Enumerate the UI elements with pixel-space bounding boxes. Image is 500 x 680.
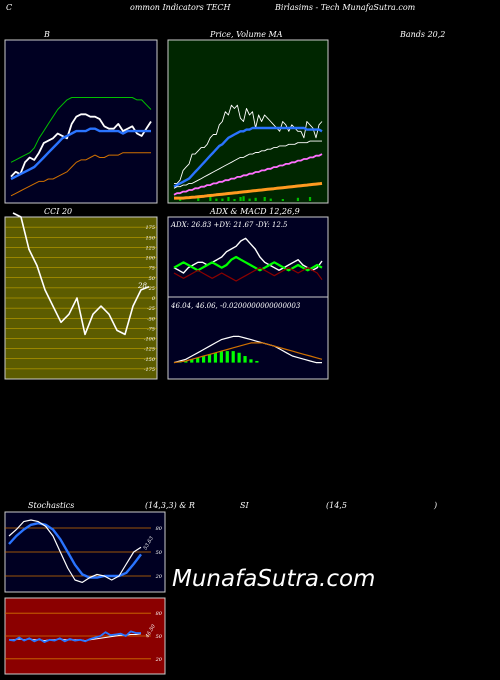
macd-histogram-bar: [196, 357, 200, 363]
stoch-title-right3: ): [434, 501, 438, 510]
volume-bar: [254, 197, 257, 201]
adx-title: ADX & MACD 12,26,9: [210, 207, 300, 216]
volume-bar: [248, 198, 251, 201]
cci-tick-label: 125: [145, 245, 155, 251]
volume-bar: [263, 197, 266, 201]
price-ma_long-line: [173, 153, 323, 196]
adx-plus_dy-line: [173, 255, 323, 272]
cci-tick-label: 150: [145, 235, 155, 241]
rsi-rsi-line: [8, 630, 141, 643]
macd-histogram-bar: [243, 356, 247, 363]
price-volume_ma-line: [174, 181, 323, 200]
volume-bar: [215, 198, 218, 201]
adx-adx-line: [173, 237, 323, 274]
cci-tick-label: -125: [144, 347, 155, 353]
cci-tick-label: 25: [148, 286, 155, 292]
cci-tick-label: 0: [152, 296, 156, 302]
rsi-tick-label: 80: [156, 611, 163, 617]
volume-bar: [269, 198, 272, 201]
bollinger-panel: [4, 39, 158, 204]
macd-macd-line: [173, 335, 322, 364]
cci-last-label: 28: [137, 282, 147, 290]
price-ma-title: Price, Volume MA: [210, 30, 283, 39]
header-left: C: [6, 3, 13, 12]
adx-panel: [167, 216, 329, 298]
macd-histogram-bar: [249, 359, 253, 363]
stoch-title-right2: (14,5: [326, 501, 347, 510]
stoch-k-line: [8, 519, 142, 584]
stoch-title-right1: SI: [240, 501, 249, 510]
macd-histogram-bar: [184, 360, 188, 363]
cci-tick-label: -175: [144, 367, 155, 373]
rsi-tick-label: 50: [156, 634, 163, 640]
price-ma_mid-line: [173, 140, 322, 189]
macd-histogram-bar: [190, 359, 194, 363]
bollinger-upper-line: [10, 97, 152, 163]
macd-histogram-bar: [255, 360, 259, 363]
adx-minus_dy-line: [173, 267, 323, 282]
bollinger-lower-line: [10, 152, 151, 197]
stoch-title-left: Stochastics: [28, 501, 75, 510]
bollinger-title-right: Bands 20,2: [400, 30, 446, 39]
bollinger-middle-line: [10, 127, 151, 181]
volume-bar: [281, 199, 284, 201]
header-center-1: ommon Indicators TECH: [130, 3, 231, 12]
volume-bar: [296, 197, 300, 201]
volume-bar: [227, 197, 230, 201]
macd-panel: [167, 296, 329, 380]
bollinger-title: B: [44, 30, 50, 39]
cci-line: [12, 212, 150, 336]
volume-bar: [308, 197, 312, 201]
price-ma-panel: [167, 39, 329, 204]
stoch-tick-label: 80: [156, 526, 163, 532]
volume-bar: [209, 195, 212, 201]
macd-signal-line: [173, 342, 323, 364]
price-price-line: [174, 104, 323, 184]
cci-tick-label: 100: [145, 256, 155, 262]
volume-bar: [242, 196, 245, 201]
header-center-2: Birlasims - Tech MunafaSutra.com: [275, 3, 416, 12]
volume-bar: [221, 198, 224, 201]
bollinger-price-line: [10, 113, 152, 178]
adx-values-label: ADX: 26.83 +DY: 21.67 -DY: 12.5: [170, 221, 288, 229]
cci-tick-label: -75: [147, 326, 155, 332]
price-ma_short-line: [173, 126, 323, 188]
cci-tick-label: -100: [144, 337, 156, 343]
cci-tick-label: -50: [147, 316, 156, 322]
stoch-title-mid: (14,3,3) & R: [145, 501, 195, 510]
cci-tick-label: 50: [149, 276, 156, 282]
macd-histogram-bar: [213, 352, 218, 363]
volume-bar: [179, 199, 182, 201]
watermark-text: MunafaSutra.com: [172, 566, 376, 592]
volume-bar: [233, 199, 236, 201]
macd-histogram-bar: [219, 351, 223, 363]
volume-bar: [197, 197, 200, 201]
cci-tick-label: -150: [144, 357, 156, 363]
stoch-tick-label: 50: [156, 550, 163, 556]
cci-tick-label: 175: [145, 225, 155, 231]
macd-histogram-bar: [207, 354, 212, 363]
rsi-tick-label: 20: [155, 657, 163, 663]
macd-histogram-bar: [202, 356, 206, 363]
macd-histogram-bar: [225, 351, 229, 363]
volume-bar: [239, 197, 242, 201]
cci-tick-label: -25: [147, 306, 155, 312]
macd-values-label: 46.04, 46.06, -0.0200000000000003: [170, 302, 301, 310]
macd-histogram-bar: [231, 351, 235, 363]
stoch-tick-label: 20: [155, 574, 163, 580]
cci-title: CCI 20: [44, 207, 73, 216]
cci-tick-label: 75: [149, 266, 155, 272]
macd-histogram-bar: [237, 352, 241, 363]
